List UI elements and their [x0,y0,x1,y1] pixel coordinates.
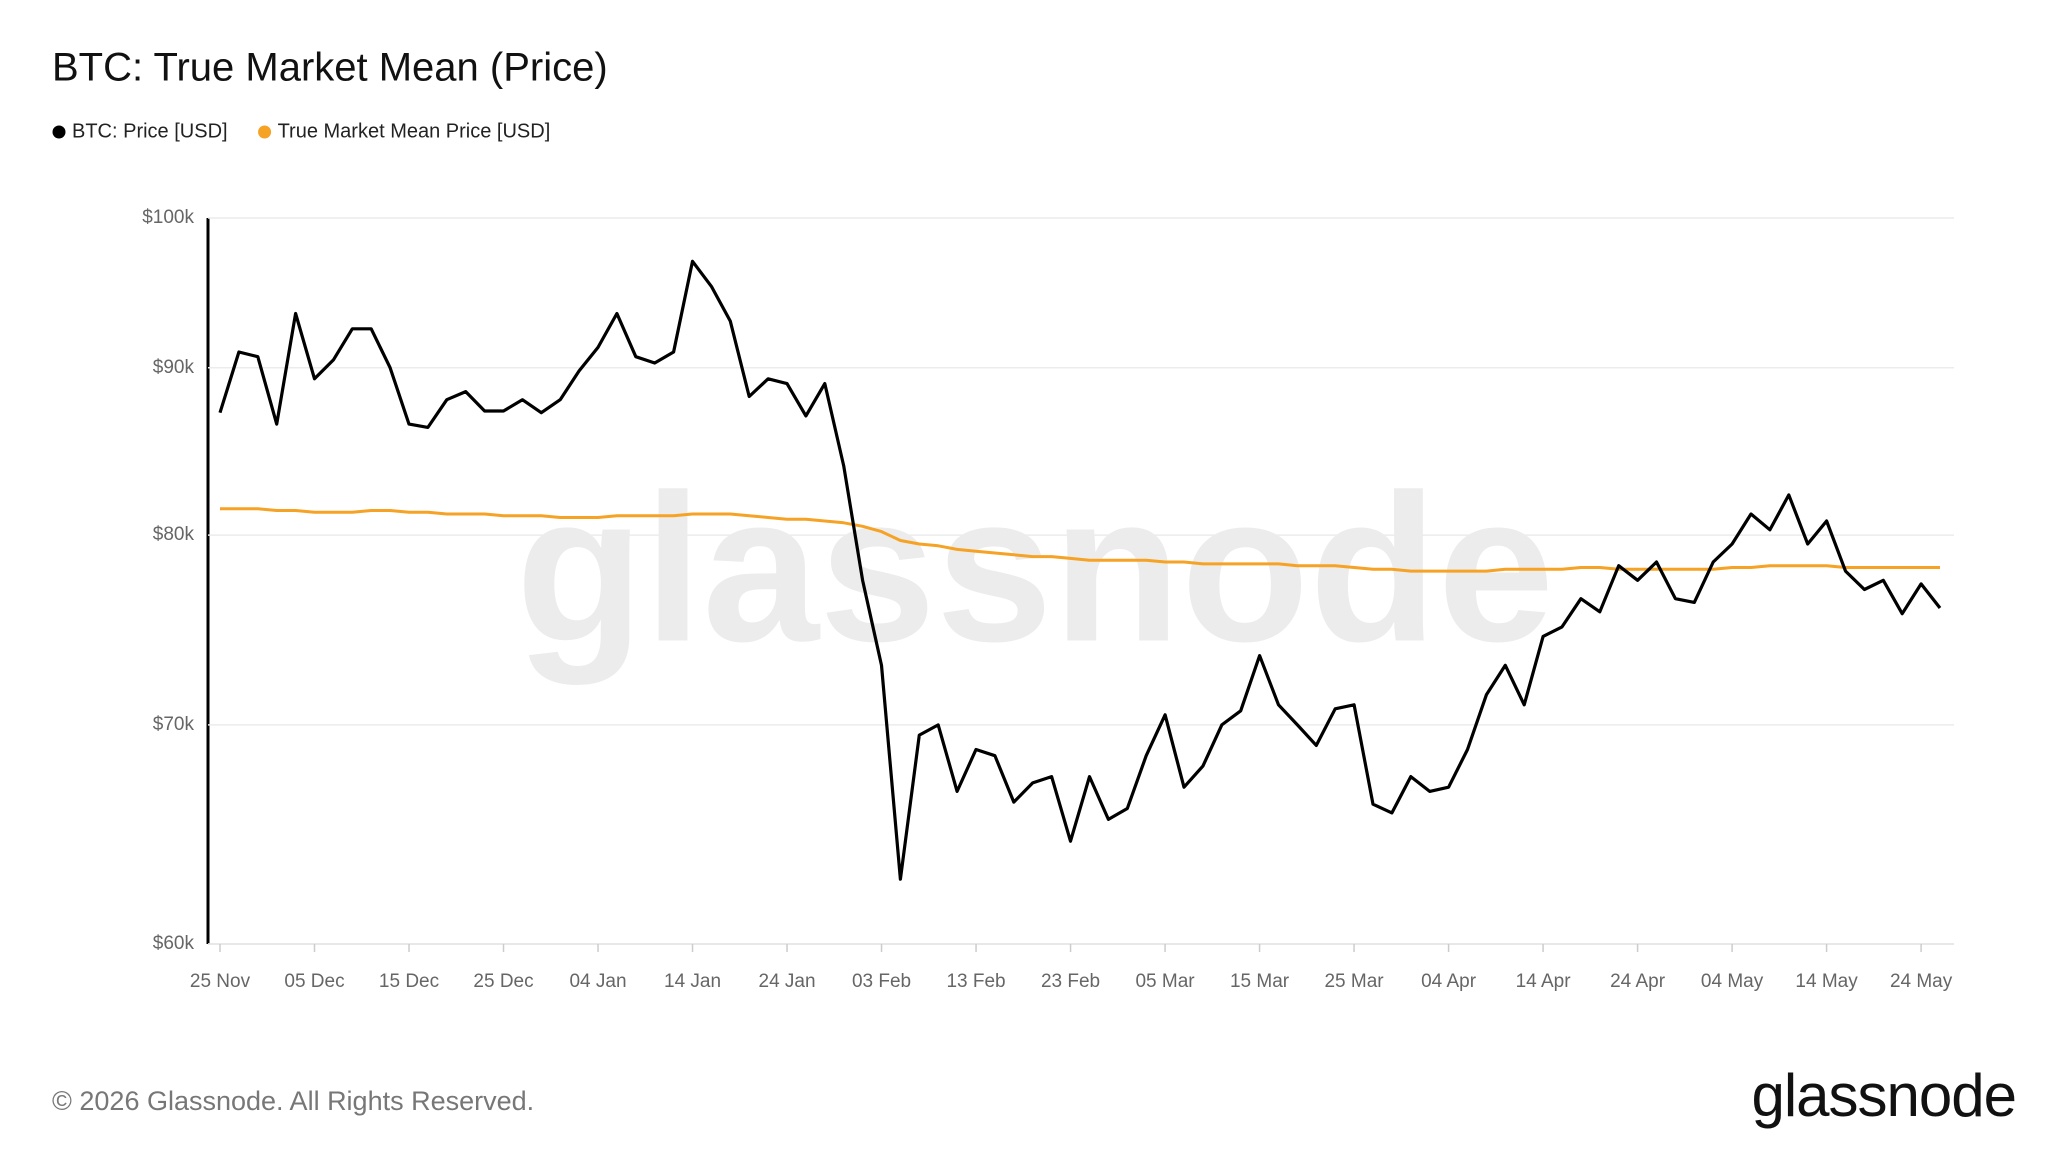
chart-title: BTC: True Market Mean (Price) [52,46,608,90]
x-tick-label: 14 May [1795,971,1858,992]
x-tick-label: 03 Feb [852,971,911,992]
x-tick-label: 25 Mar [1324,971,1384,992]
x-tick-label: 05 Dec [284,971,344,992]
x-tick-label: 24 May [1890,971,1953,992]
x-tick-label: 04 Apr [1421,971,1477,992]
y-tick-label: $100k [142,207,194,228]
y-tick-label: $60k [153,933,195,954]
legend-label: BTC: Price [USD] [72,120,228,142]
x-tick-label: 04 May [1701,971,1764,992]
y-tick-label: $70k [153,714,195,735]
series-line [220,507,1940,573]
x-tick-label: 24 Apr [1610,971,1666,992]
x-tick-label: 15 Dec [379,971,439,992]
legend-label: True Market Mean Price [USD] [278,120,551,142]
series-line [218,259,1942,881]
x-tick-label: 13 Feb [946,971,1005,992]
x-tick-label: 04 Jan [569,971,626,992]
x-tick-label: 14 Apr [1516,971,1572,992]
logo: glassnode [1751,1062,2016,1129]
y-tick-label: $90k [153,357,195,378]
x-tick-label: 05 Mar [1135,971,1195,992]
footer: © 2026 Glassnode. All Rights Reserved. [52,1086,534,1116]
x-tick-label: 25 Dec [473,971,533,992]
x-tick-label: 14 Jan [664,971,721,992]
watermark: glassnode [516,450,1555,685]
legend-marker [258,125,272,139]
legend-marker [52,125,66,139]
y-tick-label: $80k [153,524,195,545]
x-tick-label: 25 Nov [190,971,251,992]
x-tick-label: 23 Feb [1041,971,1100,992]
x-tick-label: 15 Mar [1230,971,1290,992]
x-tick-label: 24 Jan [759,971,816,992]
